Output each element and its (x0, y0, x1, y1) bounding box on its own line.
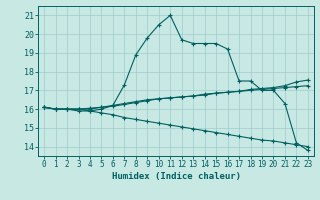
X-axis label: Humidex (Indice chaleur): Humidex (Indice chaleur) (111, 172, 241, 181)
